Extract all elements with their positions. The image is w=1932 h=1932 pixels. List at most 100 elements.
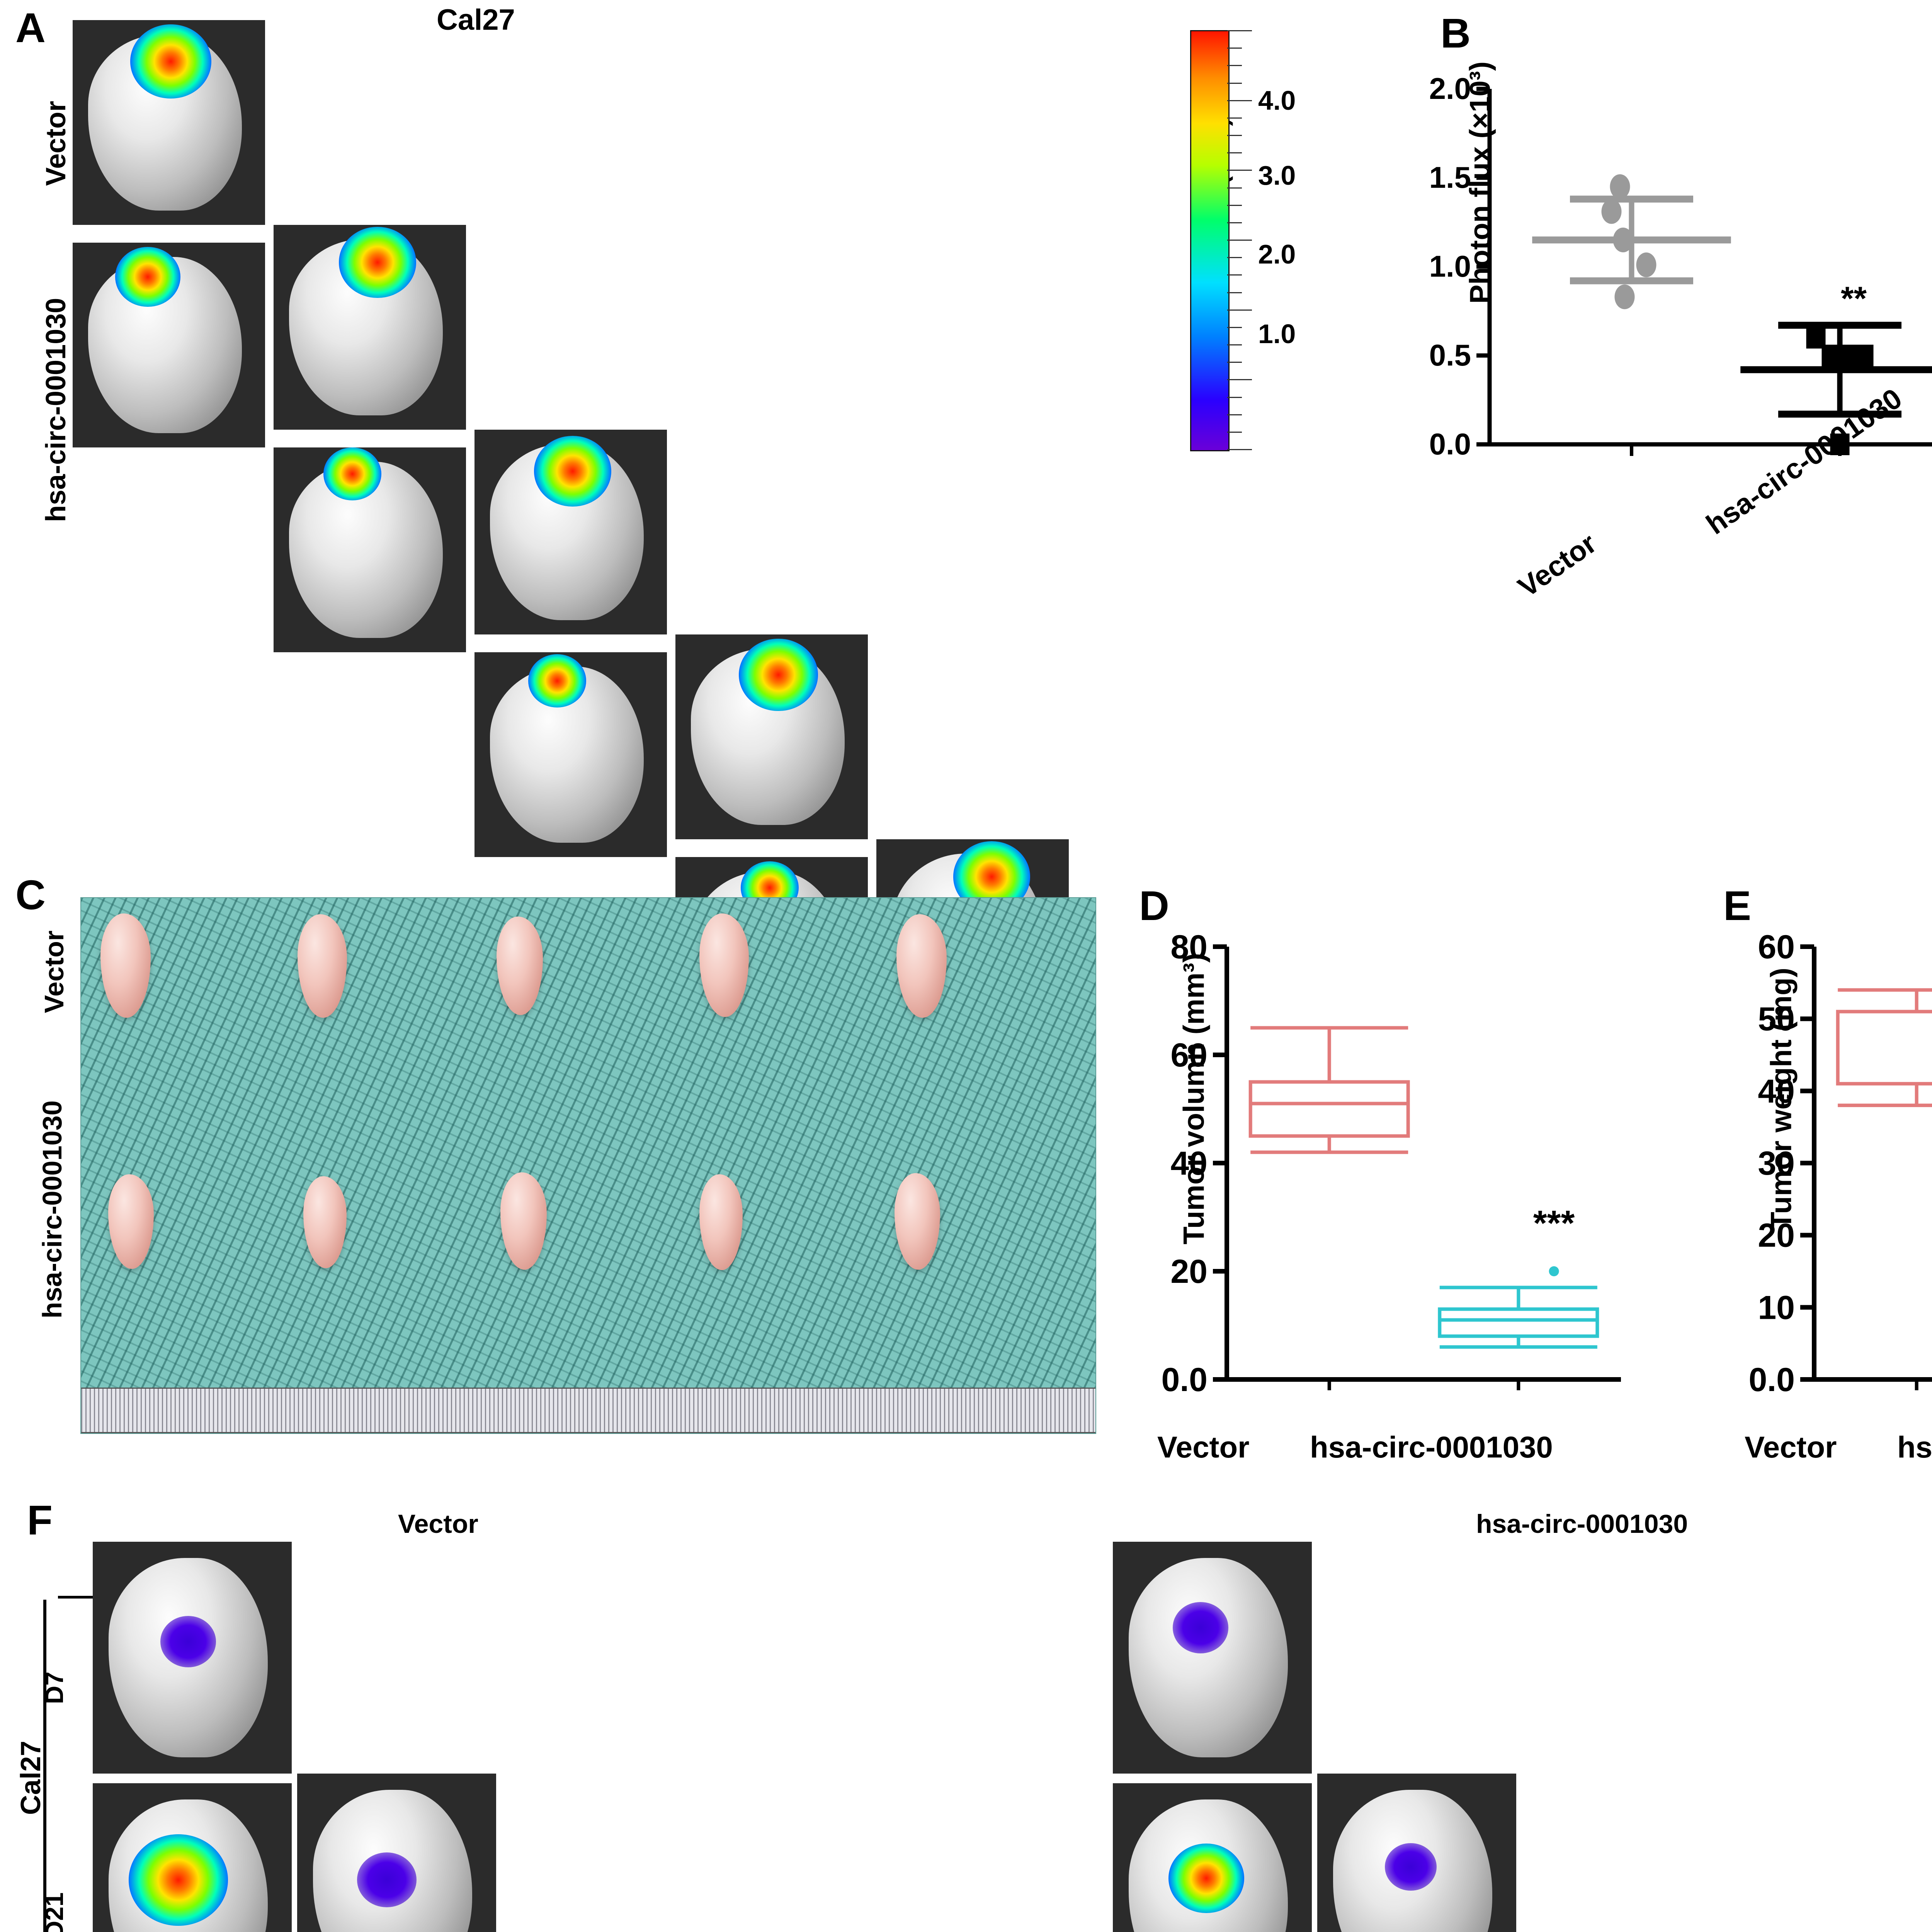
panel-b-letter: B [1440, 10, 1471, 56]
panel-b-data-point [1613, 228, 1633, 252]
panel-a-colorbar-ticks [1227, 30, 1254, 450]
tumor-signal [1168, 1844, 1244, 1913]
colorbar-tick [1227, 117, 1242, 119]
panel-a-title: Cal27 [437, 3, 515, 36]
mouse-image [1317, 1774, 1516, 1932]
colorbar-tick [1227, 135, 1242, 136]
panel-e-ytick: 60 [1758, 929, 1795, 966]
panel-b-data-point [1636, 252, 1656, 277]
panel-a-colorbar-tick-2: 2.0 [1258, 239, 1296, 269]
mouse-body [1129, 1558, 1288, 1757]
colorbar-tick [1227, 65, 1242, 66]
mouse-image [274, 225, 466, 430]
panel-e-box [1836, 1010, 1932, 1086]
mouse-image [474, 652, 667, 857]
colorbar-tick [1227, 257, 1242, 259]
colorbar-tick [1227, 414, 1242, 415]
panel-d-significance: *** [1533, 1204, 1575, 1243]
panel-b-significance: ** [1841, 280, 1867, 317]
mouse-image [1113, 1542, 1312, 1774]
panel-c-row-label-vector: Vector [39, 930, 69, 1013]
colorbar-tick [1227, 100, 1252, 101]
tumor-signal [739, 638, 818, 711]
colorbar-tick [1227, 362, 1242, 363]
tumor-signal [339, 227, 416, 298]
panel-f-letter: F [27, 1497, 53, 1543]
panel-b-ytick: 1.5 [1429, 160, 1471, 194]
colorbar-tick [1227, 309, 1252, 311]
panel-a-row-circ [73, 243, 1069, 1267]
panel-e-ytick: 10 [1758, 1289, 1795, 1326]
panel-a-colorbar [1190, 30, 1230, 451]
mouse-image [297, 1774, 496, 1932]
colorbar-tick [1227, 30, 1252, 31]
panel-b-data-point [1854, 345, 1874, 366]
panel-e-xtick-vector: Vector [1745, 1430, 1837, 1464]
mouse-image [93, 1783, 292, 1932]
panel-b-ytick: 2.0 [1429, 77, 1471, 105]
panel-b-data-point [1614, 284, 1635, 310]
panel-b-data-point [1837, 345, 1857, 366]
panel-e-ytick: 40 [1758, 1073, 1795, 1110]
colorbar-tick [1227, 170, 1252, 171]
mouse-image [73, 243, 265, 447]
panel-d-ytick: 20 [1170, 1253, 1208, 1290]
panel-b-plot: 2.0 1.5 1.0 0.5 0.0 ** [1406, 77, 1932, 495]
mouse-image [93, 1542, 292, 1774]
panel-d-plot: 80 60 40 20 0.0 *** [1121, 927, 1634, 1422]
panel-f-row-label-d7: D7 [40, 1671, 68, 1704]
panel-a-row-label-circ: hsa-circ-0001030 [41, 298, 71, 522]
tumor-signal [128, 1834, 228, 1926]
tumor-signal [534, 435, 611, 507]
panel-f-bracket [43, 1600, 46, 1932]
panel-f-row-label-d21: D21 [40, 1892, 68, 1932]
panel-b-ytick: 1.0 [1429, 249, 1471, 283]
panel-b-data-point [1610, 174, 1630, 199]
panel-f-vector-d21-row [93, 1783, 1109, 1932]
colorbar-tick [1227, 344, 1242, 345]
panel-a-colorbar-tick-1: 1.0 [1258, 319, 1296, 349]
panel-c-letter: C [15, 871, 46, 918]
colorbar-tick [1227, 379, 1252, 381]
colorbar-tick [1227, 152, 1242, 154]
mouse-image [1113, 1783, 1312, 1932]
panel-e-ytick: 0.0 [1748, 1361, 1795, 1398]
tumor-signal [528, 654, 586, 707]
panel-b-ytick: 0.0 [1429, 427, 1471, 461]
colorbar-tick [1227, 187, 1242, 189]
panel-e-letter: E [1723, 882, 1752, 929]
colorbar-tick [1227, 449, 1252, 450]
panel-a-letter: A [15, 4, 46, 51]
panel-d-ytick: 80 [1170, 929, 1208, 966]
panel-d-ytick: 40 [1170, 1145, 1208, 1182]
panel-f-circ-d21-row [1113, 1783, 1932, 1932]
tumor-signal [323, 447, 381, 501]
panel-d-box [1438, 1307, 1599, 1338]
tumor-signal [357, 1852, 417, 1908]
panel-d-outlier [1549, 1266, 1559, 1276]
colorbar-tick [1227, 396, 1242, 398]
panel-e-xtick-circ: hsa-circ-0001030 [1897, 1430, 1932, 1464]
colorbar-tick [1227, 327, 1242, 328]
tumor-signal [115, 247, 180, 307]
mouse-image [73, 20, 265, 225]
colorbar-tick [1227, 431, 1242, 433]
panel-a-colorbar-tick-3: 3.0 [1258, 160, 1296, 190]
panel-b-data-point [1601, 199, 1622, 224]
colorbar-tick [1227, 82, 1242, 84]
panel-b-xtick-vector: Vector [1512, 527, 1602, 604]
tumor-signal [160, 1616, 216, 1667]
panel-d-letter: D [1139, 882, 1169, 929]
panel-f-col-label-vector: Vector [398, 1509, 478, 1539]
panel-a-row-label-vector: Vector [41, 100, 71, 186]
panel-f-cellline-label: Cal27 [15, 1740, 46, 1815]
panel-d-xtick-circ: hsa-circ-0001030 [1310, 1430, 1553, 1464]
tumor-signal [1385, 1843, 1437, 1891]
mouse-image [675, 634, 868, 839]
panel-a-row-vector [73, 20, 1069, 1044]
panel-e-ytick: 30 [1758, 1145, 1795, 1182]
panel-f-col-label-circ: hsa-circ-0001030 [1476, 1509, 1688, 1539]
mouse-image [474, 430, 667, 634]
panel-c-row-label-circ: hsa-circ-0001030 [37, 1100, 67, 1319]
